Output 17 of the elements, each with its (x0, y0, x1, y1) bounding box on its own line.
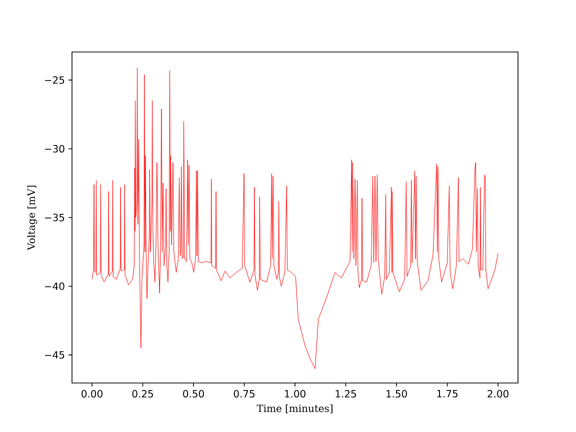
y-tick-label: −25 (45, 76, 64, 84)
x-tick-label: 1.00 (285, 390, 306, 398)
line-series (92, 67, 498, 369)
y-tick-label: −35 (45, 214, 64, 222)
x-tick-label: 1.75 (437, 390, 458, 398)
x-tick-label: 0.25 (132, 390, 153, 398)
y-axis-title: Voltage [mV] (27, 186, 38, 250)
y-tick-label: −45 (45, 351, 64, 359)
x-tick-label: 0.50 (183, 390, 204, 398)
x-axis-title: Time [minutes] (256, 404, 332, 414)
x-tick-label: 2.00 (488, 390, 508, 398)
x-tick-label: 0.00 (82, 390, 102, 398)
y-tick-label: −40 (45, 282, 64, 290)
x-tick-label: 1.25 (336, 390, 356, 398)
y-tick-label: −30 (45, 144, 64, 153)
x-tick-label: 1.50 (386, 390, 407, 398)
x-tick-label: 0.75 (234, 390, 254, 398)
